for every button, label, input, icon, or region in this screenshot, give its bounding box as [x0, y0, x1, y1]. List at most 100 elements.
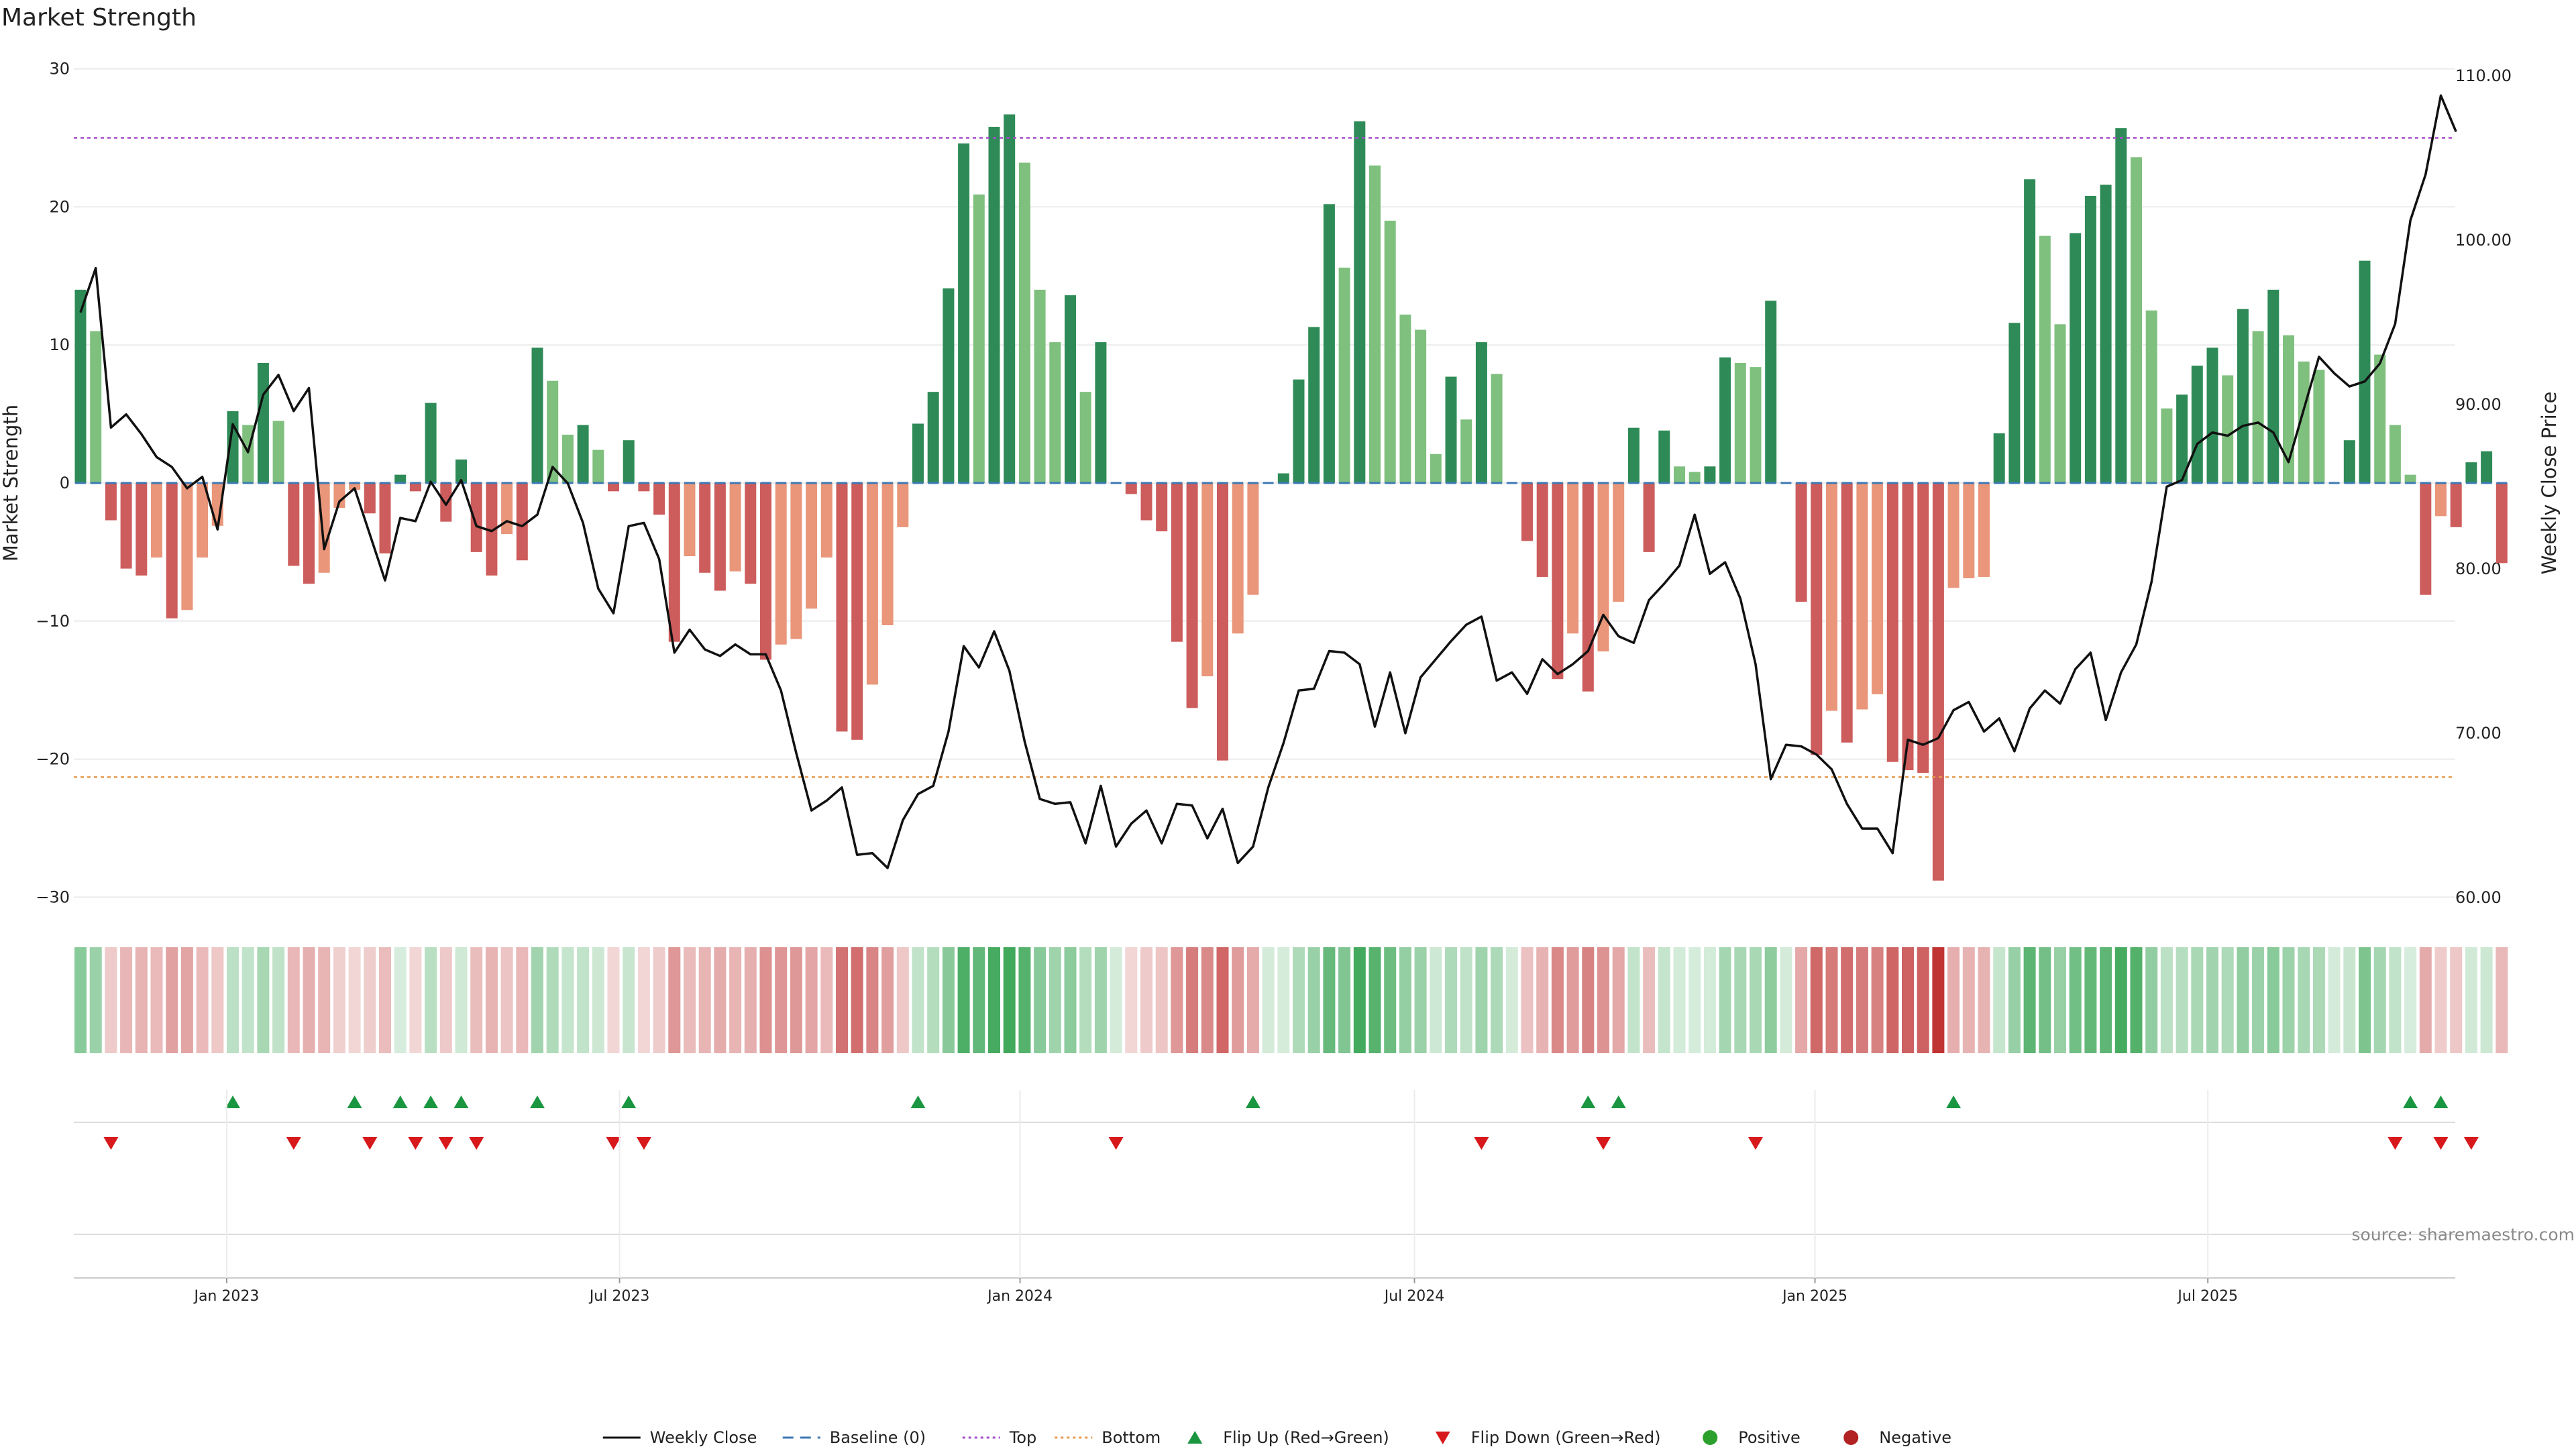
heat-cell: [546, 947, 559, 1053]
strength-bar: [2252, 331, 2264, 483]
legend-item: Bottom: [1055, 1428, 1161, 1447]
flip-up-marker: [1611, 1095, 1626, 1108]
heat-cell: [1856, 947, 1868, 1053]
strength-bar: [927, 392, 939, 483]
heat-cell: [105, 947, 117, 1053]
heat-cell: [1018, 947, 1031, 1053]
strength-bar: [2222, 375, 2234, 483]
heat-cell: [303, 947, 315, 1053]
strength-bar: [1597, 483, 1609, 652]
flip-down-marker: [2387, 1137, 2403, 1150]
flip-down-marker: [1474, 1137, 1489, 1150]
strength-bar: [1765, 301, 1777, 483]
strength-bar: [684, 483, 696, 557]
strength-bar: [2054, 324, 2066, 483]
strength-bar: [1902, 483, 1914, 771]
strength-bar: [486, 483, 498, 576]
heat-cell: [1551, 947, 1564, 1053]
strength-bar: [1186, 483, 1198, 708]
flip-down-marker: [2463, 1137, 2479, 1150]
strength-bar: [455, 460, 467, 483]
heat-cell: [1094, 947, 1107, 1053]
heat-cell: [1384, 947, 1397, 1053]
legend-label: Positive: [1738, 1428, 1801, 1447]
heat-cell: [1186, 947, 1199, 1053]
strength-bar: [851, 483, 863, 740]
legend-item: Weekly Close: [602, 1428, 757, 1447]
heat-cell: [2008, 947, 2021, 1053]
heat-cell: [1932, 947, 1945, 1053]
heat-cell: [1491, 947, 1503, 1053]
strength-bar: [2039, 235, 2051, 483]
heat-cell: [1658, 947, 1670, 1053]
heat-cell: [2252, 947, 2265, 1053]
strength-bar: [1552, 483, 1564, 680]
legend-item: Flip Up (Red→Green): [1187, 1428, 1389, 1447]
heat-cell: [150, 947, 163, 1053]
strength-bar: [668, 483, 680, 642]
heat-cell: [439, 947, 452, 1053]
strength-bar: [1004, 114, 1016, 483]
heat-cell: [211, 947, 224, 1053]
heat-cell: [836, 947, 848, 1053]
heat-cell: [1734, 947, 1747, 1053]
flip-down-marker: [1748, 1137, 1763, 1150]
heat-cell: [805, 947, 818, 1053]
strength-bar: [2206, 347, 2218, 483]
heat-cell: [379, 947, 391, 1053]
flip-up-marker: [621, 1095, 637, 1108]
heat-cell: [1764, 947, 1777, 1053]
strength-bar: [1613, 483, 1625, 602]
heat-cell: [1566, 947, 1579, 1053]
strength-bar: [806, 483, 818, 609]
legend-item: Top: [962, 1428, 1036, 1447]
strength-bar: [592, 449, 604, 483]
strength-bar: [2145, 310, 2157, 483]
heat-cell: [1460, 947, 1472, 1053]
strength-bar: [2389, 425, 2401, 483]
strength-bar: [1095, 342, 1107, 483]
date-tick-label: Jan 2024: [986, 1288, 1053, 1305]
heat-cell: [775, 947, 788, 1053]
strength-bar: [1521, 483, 1533, 541]
strength-bar: [1125, 483, 1137, 494]
heat-cell: [1171, 947, 1183, 1053]
y-tick-label: −20: [36, 750, 70, 769]
flip-down-marker: [606, 1137, 621, 1150]
heat-cell: [1125, 947, 1138, 1053]
heat-cell: [653, 947, 665, 1053]
heat-cell: [89, 947, 102, 1053]
heat-cell: [607, 947, 620, 1053]
y2-tick-label: 90.00: [2455, 395, 2502, 414]
heat-cell: [500, 947, 513, 1053]
strength-bar: [760, 483, 771, 660]
strength-bar: [2008, 323, 2021, 483]
strength-bar: [288, 483, 300, 566]
strength-bar: [1978, 483, 1990, 577]
heat-cell: [1780, 947, 1792, 1053]
y-tick-label: 20: [49, 197, 70, 216]
flip-up-marker: [2433, 1095, 2449, 1108]
strength-bar: [1217, 483, 1228, 761]
strength-bar: [608, 483, 619, 492]
heat-cell: [896, 947, 909, 1053]
strength-bar: [1750, 367, 1762, 483]
strength-bar: [120, 483, 132, 569]
heat-cell: [942, 947, 955, 1053]
strength-bar: [2161, 408, 2173, 483]
heat-cell: [1978, 947, 1990, 1053]
heat-cell: [1795, 947, 1808, 1053]
strength-bar: [1963, 483, 1975, 579]
strength-bar: [1034, 289, 1046, 483]
heat-cell: [333, 947, 345, 1053]
strength-bar: [958, 143, 970, 483]
strength-bar: [866, 483, 878, 685]
strength-bar: [1399, 314, 1411, 483]
heat-cell: [2496, 947, 2508, 1053]
left-y-axis: 30 20 10 0 −10 −20 −30: [36, 60, 70, 907]
strength-bar: [790, 483, 802, 639]
heat-cell: [2160, 947, 2173, 1053]
heat-cell: [1049, 947, 1061, 1053]
strength-bar: [1079, 392, 1091, 483]
heat-cell: [2282, 947, 2295, 1053]
